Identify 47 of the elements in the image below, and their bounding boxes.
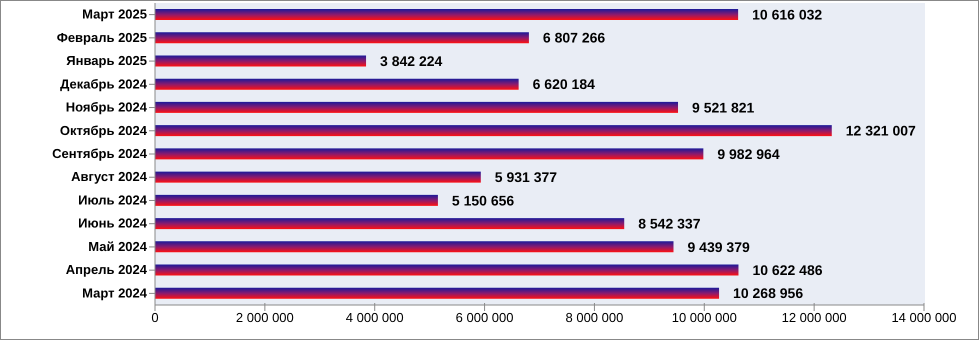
data-label: 6 620 184 [532, 76, 596, 92]
y-tick-label: Март 2024 [82, 285, 148, 300]
x-tick-label: 0 [151, 310, 159, 326]
y-tick-label: Сентябрь 2024 [52, 146, 148, 161]
data-label: 5 150 656 [452, 192, 514, 208]
y-tick-label: Март 2025 [82, 6, 147, 22]
bar [155, 241, 674, 252]
data-label: 5 931 377 [494, 169, 558, 186]
y-tick-label: Декабрь 2024 [60, 76, 148, 92]
bar [155, 148, 704, 160]
x-tick-label: 12 000 000 [782, 310, 847, 326]
x-tick-label: 10 000 000 [672, 310, 737, 326]
y-tick-label: Май 2024 [88, 238, 148, 254]
y-tick-label: Август 2024 [71, 169, 148, 184]
bar [155, 194, 438, 206]
data-label: 9 982 964 [717, 146, 780, 162]
bar [155, 264, 738, 276]
bar [155, 9, 738, 20]
y-tick-label: Октябрь 2024 [60, 122, 148, 138]
data-label: 3 842 224 [380, 52, 443, 69]
bar [155, 102, 678, 113]
data-label: 8 542 337 [638, 216, 701, 232]
data-label: 9 439 379 [687, 238, 750, 255]
bar [155, 172, 481, 183]
data-label: 10 622 486 [752, 262, 823, 278]
data-label: 12 321 007 [846, 122, 916, 139]
y-tick-label: Ноябрь 2024 [66, 100, 148, 115]
data-label: 10 616 032 [752, 6, 822, 22]
x-tick-label: 6 000 000 [456, 310, 514, 326]
x-tick-label: 8 000 000 [566, 310, 624, 326]
bar [155, 218, 624, 230]
y-tick-label: Июнь 2024 [78, 216, 148, 231]
x-tick-label: 2 000 000 [236, 310, 294, 326]
y-tick-label: Апрель 2024 [66, 262, 148, 278]
bar [155, 78, 519, 90]
data-label: 6 807 266 [542, 30, 606, 46]
y-tick-label: Январь 2025 [66, 53, 147, 68]
y-tick-label: Февраль 2025 [56, 30, 147, 45]
bar [155, 288, 720, 299]
data-label: 9 521 821 [692, 99, 755, 116]
bar [155, 32, 529, 44]
x-tick-label: 14 000 000 [891, 310, 957, 326]
x-tick-label: 4 000 000 [346, 310, 404, 326]
data-label: 10 268 956 [733, 285, 804, 302]
y-tick-label: Июль 2024 [78, 192, 148, 208]
bar [155, 125, 832, 136]
bar [155, 55, 366, 66]
